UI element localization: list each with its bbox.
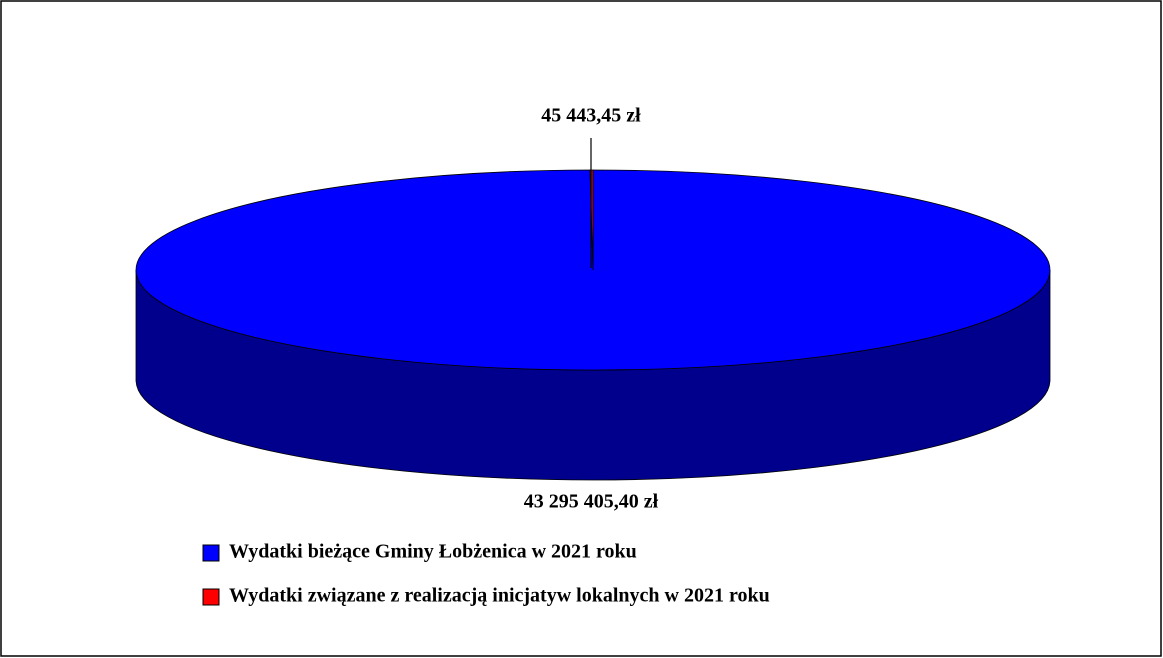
data-label: 45 443,45 zł xyxy=(541,105,641,127)
legend-swatch xyxy=(202,588,220,606)
legend-label: Wydatki bieżące Gminy Łobżenica w 2021 r… xyxy=(229,541,637,563)
legend-label: Wydatki związane z realizacją inicjatyw … xyxy=(229,585,770,607)
legend-swatch xyxy=(202,544,220,562)
data-label: 43 295 405,40 zł xyxy=(524,491,659,513)
pie-tops xyxy=(135,169,1051,371)
